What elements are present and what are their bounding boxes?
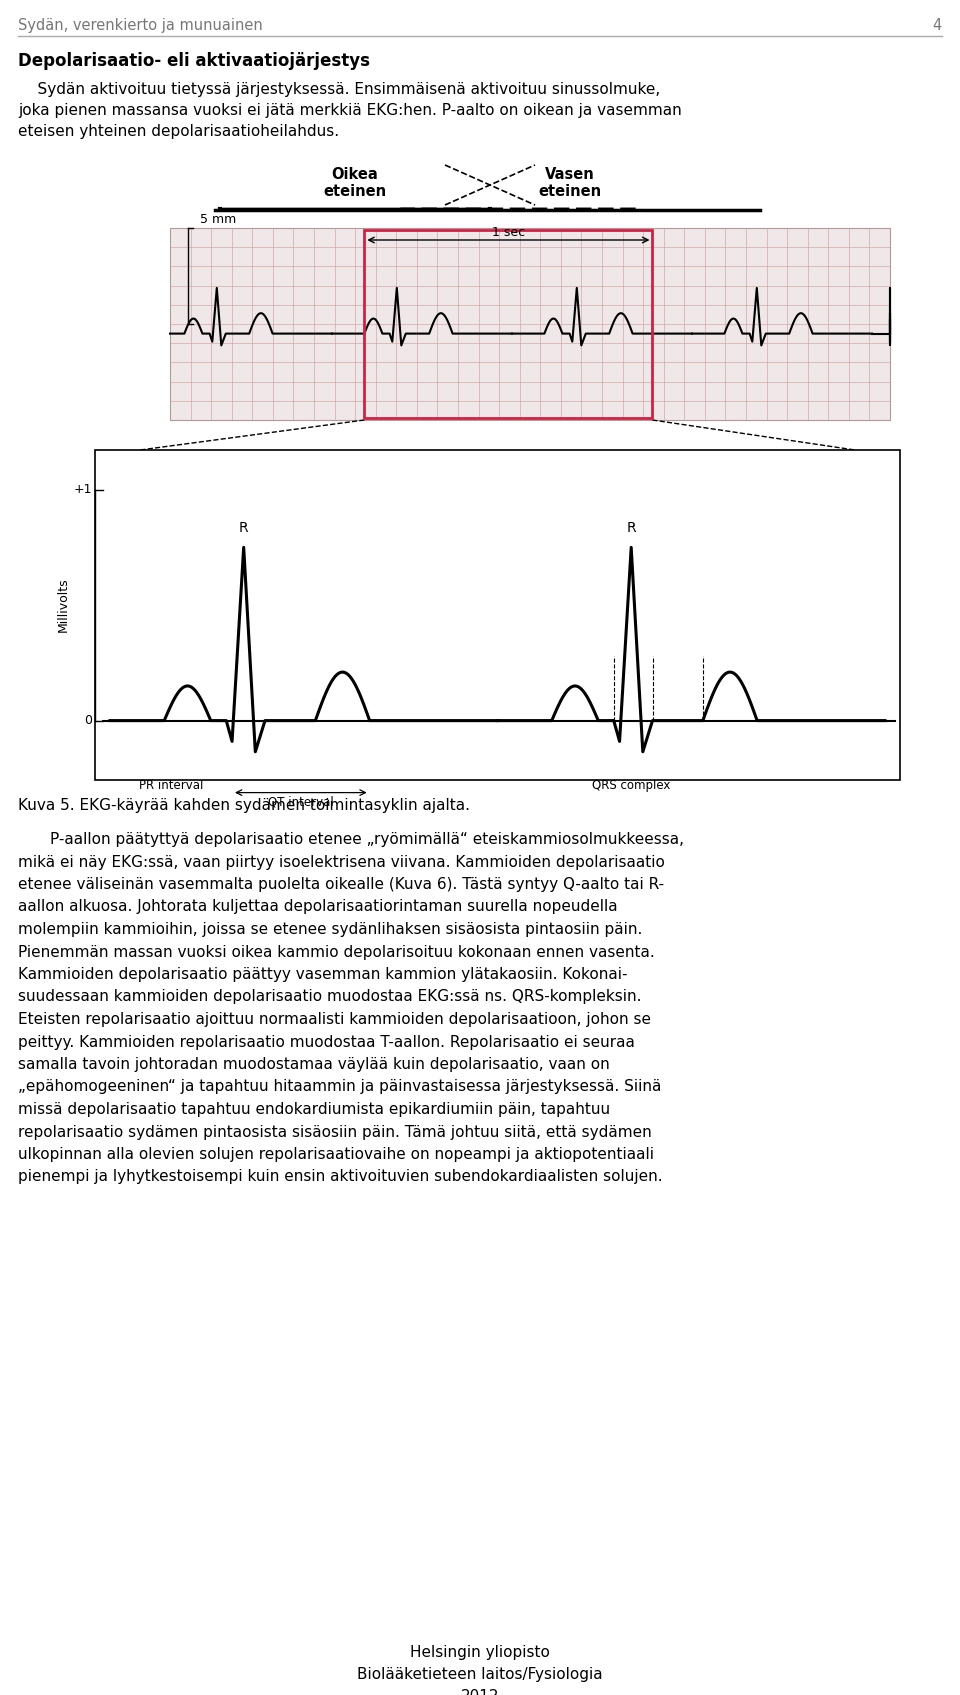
Text: Pienemmän massan vuoksi oikea kammio depolarisoituu kokonaan ennen vasenta.: Pienemmän massan vuoksi oikea kammio dep… — [18, 944, 655, 959]
Text: Sydän aktivoituu tietyssä järjestyksessä. Ensimmäisenä aktivoituu sinussolmuke,: Sydän aktivoituu tietyssä järjestyksessä… — [18, 81, 660, 97]
Text: Vasen
eteinen: Vasen eteinen — [539, 166, 602, 200]
Text: pienempi ja lyhytkestoisempi kuin ensin aktivoituvien subendokardiaalisten soluj: pienempi ja lyhytkestoisempi kuin ensin … — [18, 1170, 662, 1185]
Text: Eteisten repolarisaatio ajoittuu normaalisti kammioiden depolarisaatioon, johon : Eteisten repolarisaatio ajoittuu normaal… — [18, 1012, 651, 1027]
Text: R: R — [239, 522, 249, 536]
Text: aallon alkuosa. Johtorata kuljettaa depolarisaatiorintaman suurella nopeudella: aallon alkuosa. Johtorata kuljettaa depo… — [18, 900, 617, 915]
Text: ulkopinnan alla olevien solujen repolarisaatiovaihe on nopeampi ja aktiopotentia: ulkopinnan alla olevien solujen repolari… — [18, 1148, 654, 1163]
Text: suudessaan kammioiden depolarisaatio muodostaa EKG:ssä ns. QRS-kompleksin.: suudessaan kammioiden depolarisaatio muo… — [18, 990, 641, 1005]
Text: Oikea
eteinen: Oikea eteinen — [324, 166, 387, 200]
Bar — [95, 449, 900, 780]
Text: P-aallon päätyttyä depolarisaatio etenee „ryömimällä“ eteiskammiosolmukkeessa,: P-aallon päätyttyä depolarisaatio etenee… — [50, 832, 684, 848]
Text: Millivolts: Millivolts — [57, 578, 69, 632]
Text: Sydän, verenkierto ja munuainen: Sydän, verenkierto ja munuainen — [18, 19, 263, 32]
Text: QT interval: QT interval — [268, 795, 334, 809]
Text: QRS complex: QRS complex — [592, 778, 670, 792]
Text: samalla tavoin johtoradan muodostamaa väylää kuin depolarisaatio, vaan on: samalla tavoin johtoradan muodostamaa vä… — [18, 1058, 610, 1071]
Text: peittyy. Kammioiden repolarisaatio muodostaa T-aallon. Repolarisaatio ei seuraa: peittyy. Kammioiden repolarisaatio muodo… — [18, 1034, 635, 1049]
Text: missä depolarisaatio tapahtuu endokardiumista epikardiumiin päin, tapahtuu: missä depolarisaatio tapahtuu endokardiu… — [18, 1102, 611, 1117]
Text: mikä ei näy EKG:ssä, vaan piirtyy isoelektrisena viivana. Kammioiden depolarisaa: mikä ei näy EKG:ssä, vaan piirtyy isoele… — [18, 854, 665, 870]
Text: molempiin kammioihin, joissa se etenee sydänlihaksen sisäosista pintaosiin päin.: molempiin kammioihin, joissa se etenee s… — [18, 922, 642, 937]
Text: PR interval: PR interval — [139, 778, 204, 792]
Text: P wave: P wave — [158, 742, 206, 756]
Text: Kammioiden depolarisaatio päättyy vasemman kammion ylätakaosiin. Kokonai-: Kammioiden depolarisaatio päättyy vasemm… — [18, 968, 628, 981]
Text: 5 mm: 5 mm — [200, 214, 236, 225]
Text: Q: Q — [219, 725, 229, 739]
Text: „epähomogeeninen“ ja tapahtuu hitaammin ja päinvastaisessa järjestyksessä. Siinä: „epähomogeeninen“ ja tapahtuu hitaammin … — [18, 1080, 661, 1095]
Text: Helsingin yliopisto: Helsingin yliopisto — [410, 1646, 550, 1659]
Text: S-T
segment: S-T segment — [652, 620, 704, 647]
Text: P-R
segment: P-R segment — [607, 620, 660, 647]
Text: Depolarisaatio- eli aktivaatiojärjestys: Depolarisaatio- eli aktivaatiojärjestys — [18, 53, 370, 69]
Text: 2012: 2012 — [461, 1688, 499, 1695]
Text: R: R — [626, 522, 636, 536]
Text: 4: 4 — [933, 19, 942, 32]
Text: 1 sec: 1 sec — [492, 225, 525, 239]
Text: T wave: T wave — [319, 742, 367, 756]
Text: joka pienen massansa vuoksi ei jätä merkkiä EKG:hen. P-aalto on oikean ja vasemm: joka pienen massansa vuoksi ei jätä merk… — [18, 103, 682, 119]
Text: Biolääketieteen laitos/Fysiologia: Biolääketieteen laitos/Fysiologia — [357, 1666, 603, 1681]
Text: Kuva 5. EKG-käyrää kahden sydämen toimintasyklin ajalta.: Kuva 5. EKG-käyrää kahden sydämen toimin… — [18, 798, 470, 814]
Text: 0: 0 — [84, 714, 92, 727]
Text: S: S — [258, 725, 267, 739]
Bar — [170, 229, 890, 420]
Text: repolarisaatio sydämen pintaosista sisäosiin päin. Tämä johtuu siitä, että sydäm: repolarisaatio sydämen pintaosista sisäo… — [18, 1124, 652, 1139]
Text: +1: +1 — [74, 483, 92, 497]
Bar — [365, 231, 653, 419]
Text: etenee väliseinän vasemmalta puolelta oikealle (Kuva 6). Tästä syntyy Q-aalto ta: etenee väliseinän vasemmalta puolelta oi… — [18, 876, 664, 892]
Text: eteisen yhteinen depolarisaatioheilahdus.: eteisen yhteinen depolarisaatioheilahdus… — [18, 124, 339, 139]
